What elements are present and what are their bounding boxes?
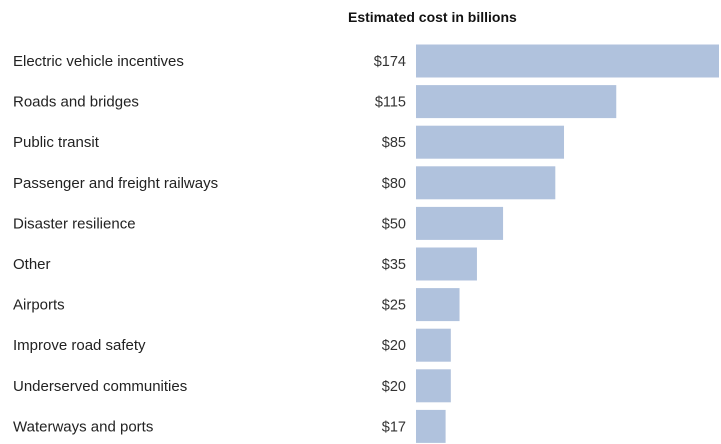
value-label: $80 bbox=[382, 176, 406, 192]
category-label: Roads and bridges bbox=[13, 94, 139, 111]
category-label: Airports bbox=[13, 297, 65, 314]
value-label: $20 bbox=[382, 379, 406, 395]
category-label: Public transit bbox=[13, 134, 100, 151]
value-label: $35 bbox=[382, 257, 406, 273]
chart-title: Estimated cost in billions bbox=[348, 9, 517, 25]
value-label: $20 bbox=[382, 338, 406, 354]
value-label: $115 bbox=[375, 95, 406, 111]
bar bbox=[416, 369, 451, 403]
value-label: $85 bbox=[382, 135, 406, 151]
bar bbox=[416, 328, 451, 362]
value-label: $174 bbox=[374, 54, 406, 70]
value-label: $17 bbox=[382, 419, 406, 435]
bar bbox=[416, 85, 617, 119]
category-label: Passenger and freight railways bbox=[13, 175, 218, 192]
category-label: Electric vehicle incentives bbox=[13, 53, 184, 70]
bar bbox=[416, 288, 460, 322]
bar bbox=[416, 206, 504, 240]
category-label: Disaster resilience bbox=[13, 215, 136, 232]
bar bbox=[416, 44, 719, 78]
bar bbox=[416, 125, 565, 159]
bar bbox=[416, 409, 446, 443]
bar-rows: Electric vehicle incentives $174 Roads and… bbox=[13, 44, 719, 443]
value-label: $50 bbox=[382, 216, 406, 232]
category-label: Other bbox=[13, 256, 51, 273]
category-label: Underserved communities bbox=[13, 378, 187, 395]
value-label: $25 bbox=[382, 298, 406, 314]
bar bbox=[416, 166, 556, 200]
bar bbox=[416, 247, 477, 281]
category-label: Waterways and ports bbox=[13, 418, 153, 435]
category-label: Improve road safety bbox=[13, 337, 146, 354]
